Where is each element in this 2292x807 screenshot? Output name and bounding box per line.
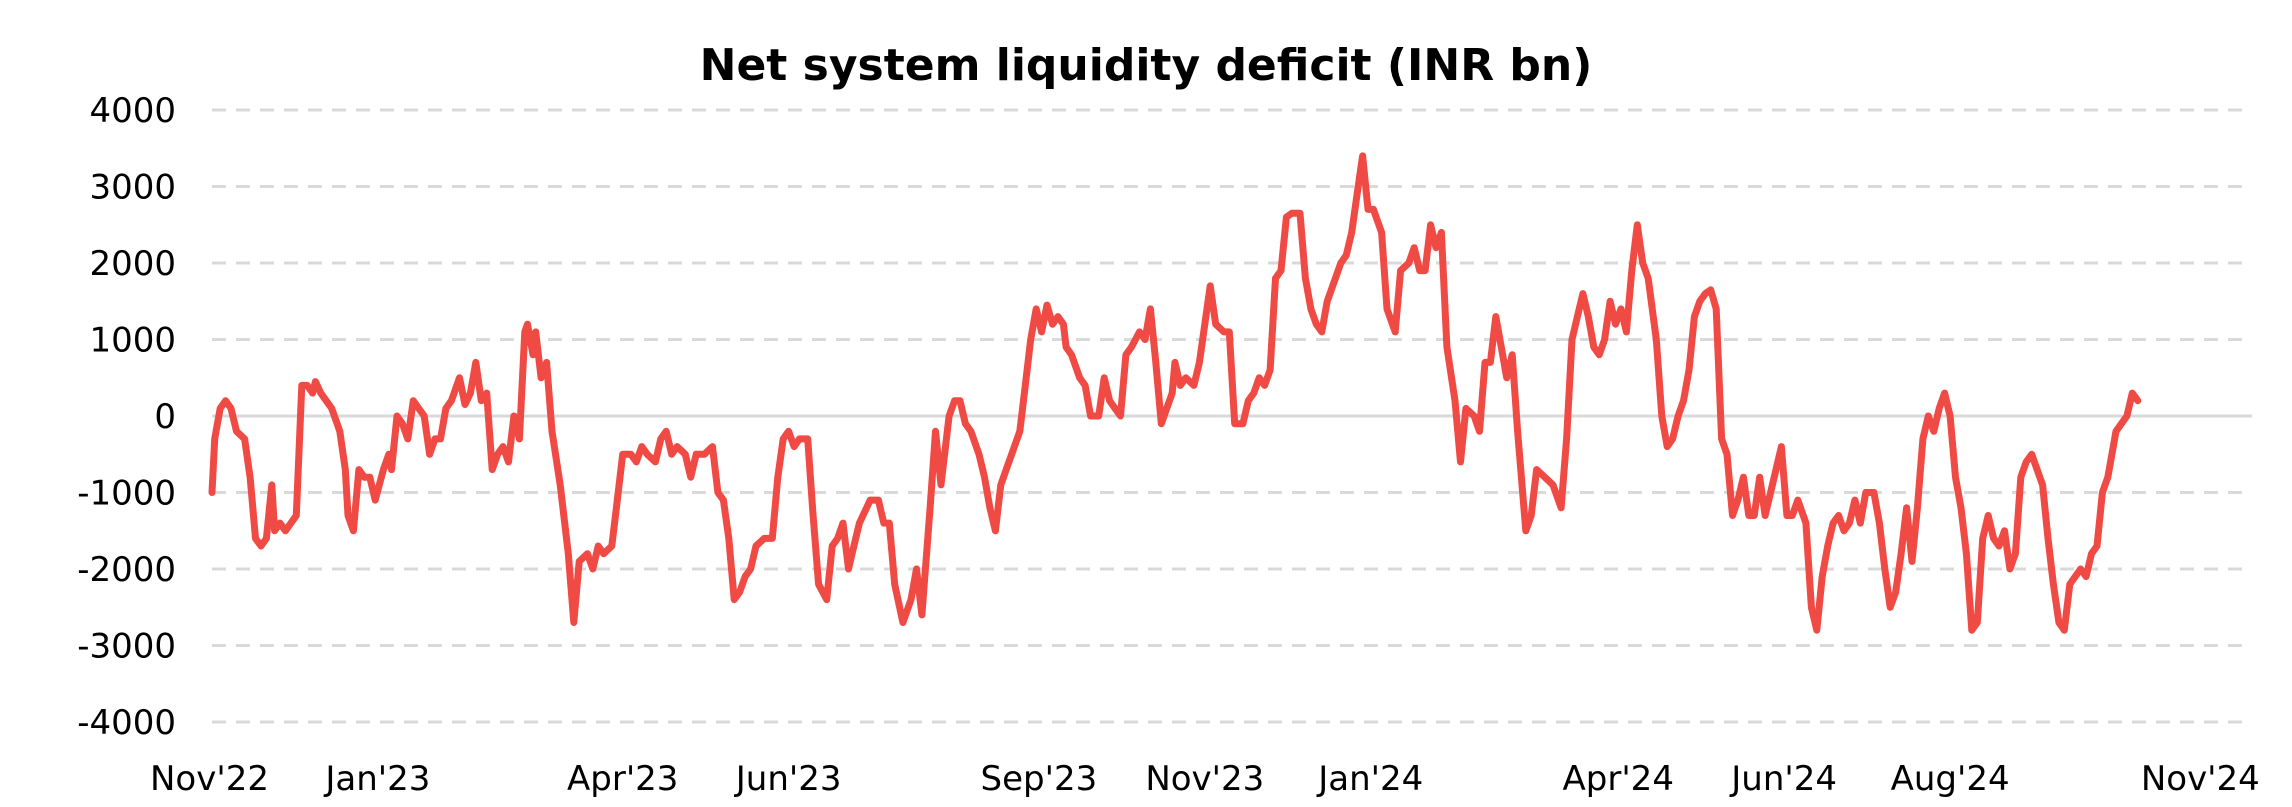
x-tick-label: Jun'23 (734, 759, 842, 799)
x-tick-label: Jun'24 (1729, 759, 1837, 799)
chart-title: Net system liquidity deficit (INR bn) (700, 40, 1593, 91)
series-group (208, 152, 2142, 634)
y-tick-label: -4000 (77, 703, 176, 743)
x-tick-label: Nov'23 (1145, 759, 1264, 799)
x-tick-label: Jan'24 (1316, 759, 1423, 799)
y-tick-label: 2000 (89, 244, 176, 284)
y-tick-label: 3000 (89, 168, 176, 208)
y-axis-tick-labels: 4000 3000 2000 1000 0 -1000 -2000 -3000 -4000 (77, 91, 176, 743)
y-tick-label: -3000 (77, 627, 176, 667)
series-line (208, 152, 2142, 634)
y-tick-label: -1000 (77, 474, 176, 514)
y-tick-label: -2000 (77, 550, 176, 590)
x-tick-label: Aug'24 (1891, 759, 2010, 799)
y-tick-label: 1000 (89, 321, 176, 361)
x-tick-label: Nov'22 (150, 759, 269, 799)
x-axis-tick-labels: Nov'22 Jan'23 Apr'23 Jun'23 Sep'23 Nov'23 Jan'… (150, 759, 2260, 799)
x-tick-label: Sep'23 (981, 759, 1098, 799)
y-tick-label: 4000 (89, 91, 176, 131)
x-tick-label: Nov'24 (2141, 759, 2260, 799)
x-tick-label: Apr'23 (567, 759, 678, 799)
y-tick-label: 0 (154, 397, 176, 437)
x-tick-label: Jan'23 (323, 759, 430, 799)
x-tick-label: Apr'24 (1563, 759, 1674, 799)
